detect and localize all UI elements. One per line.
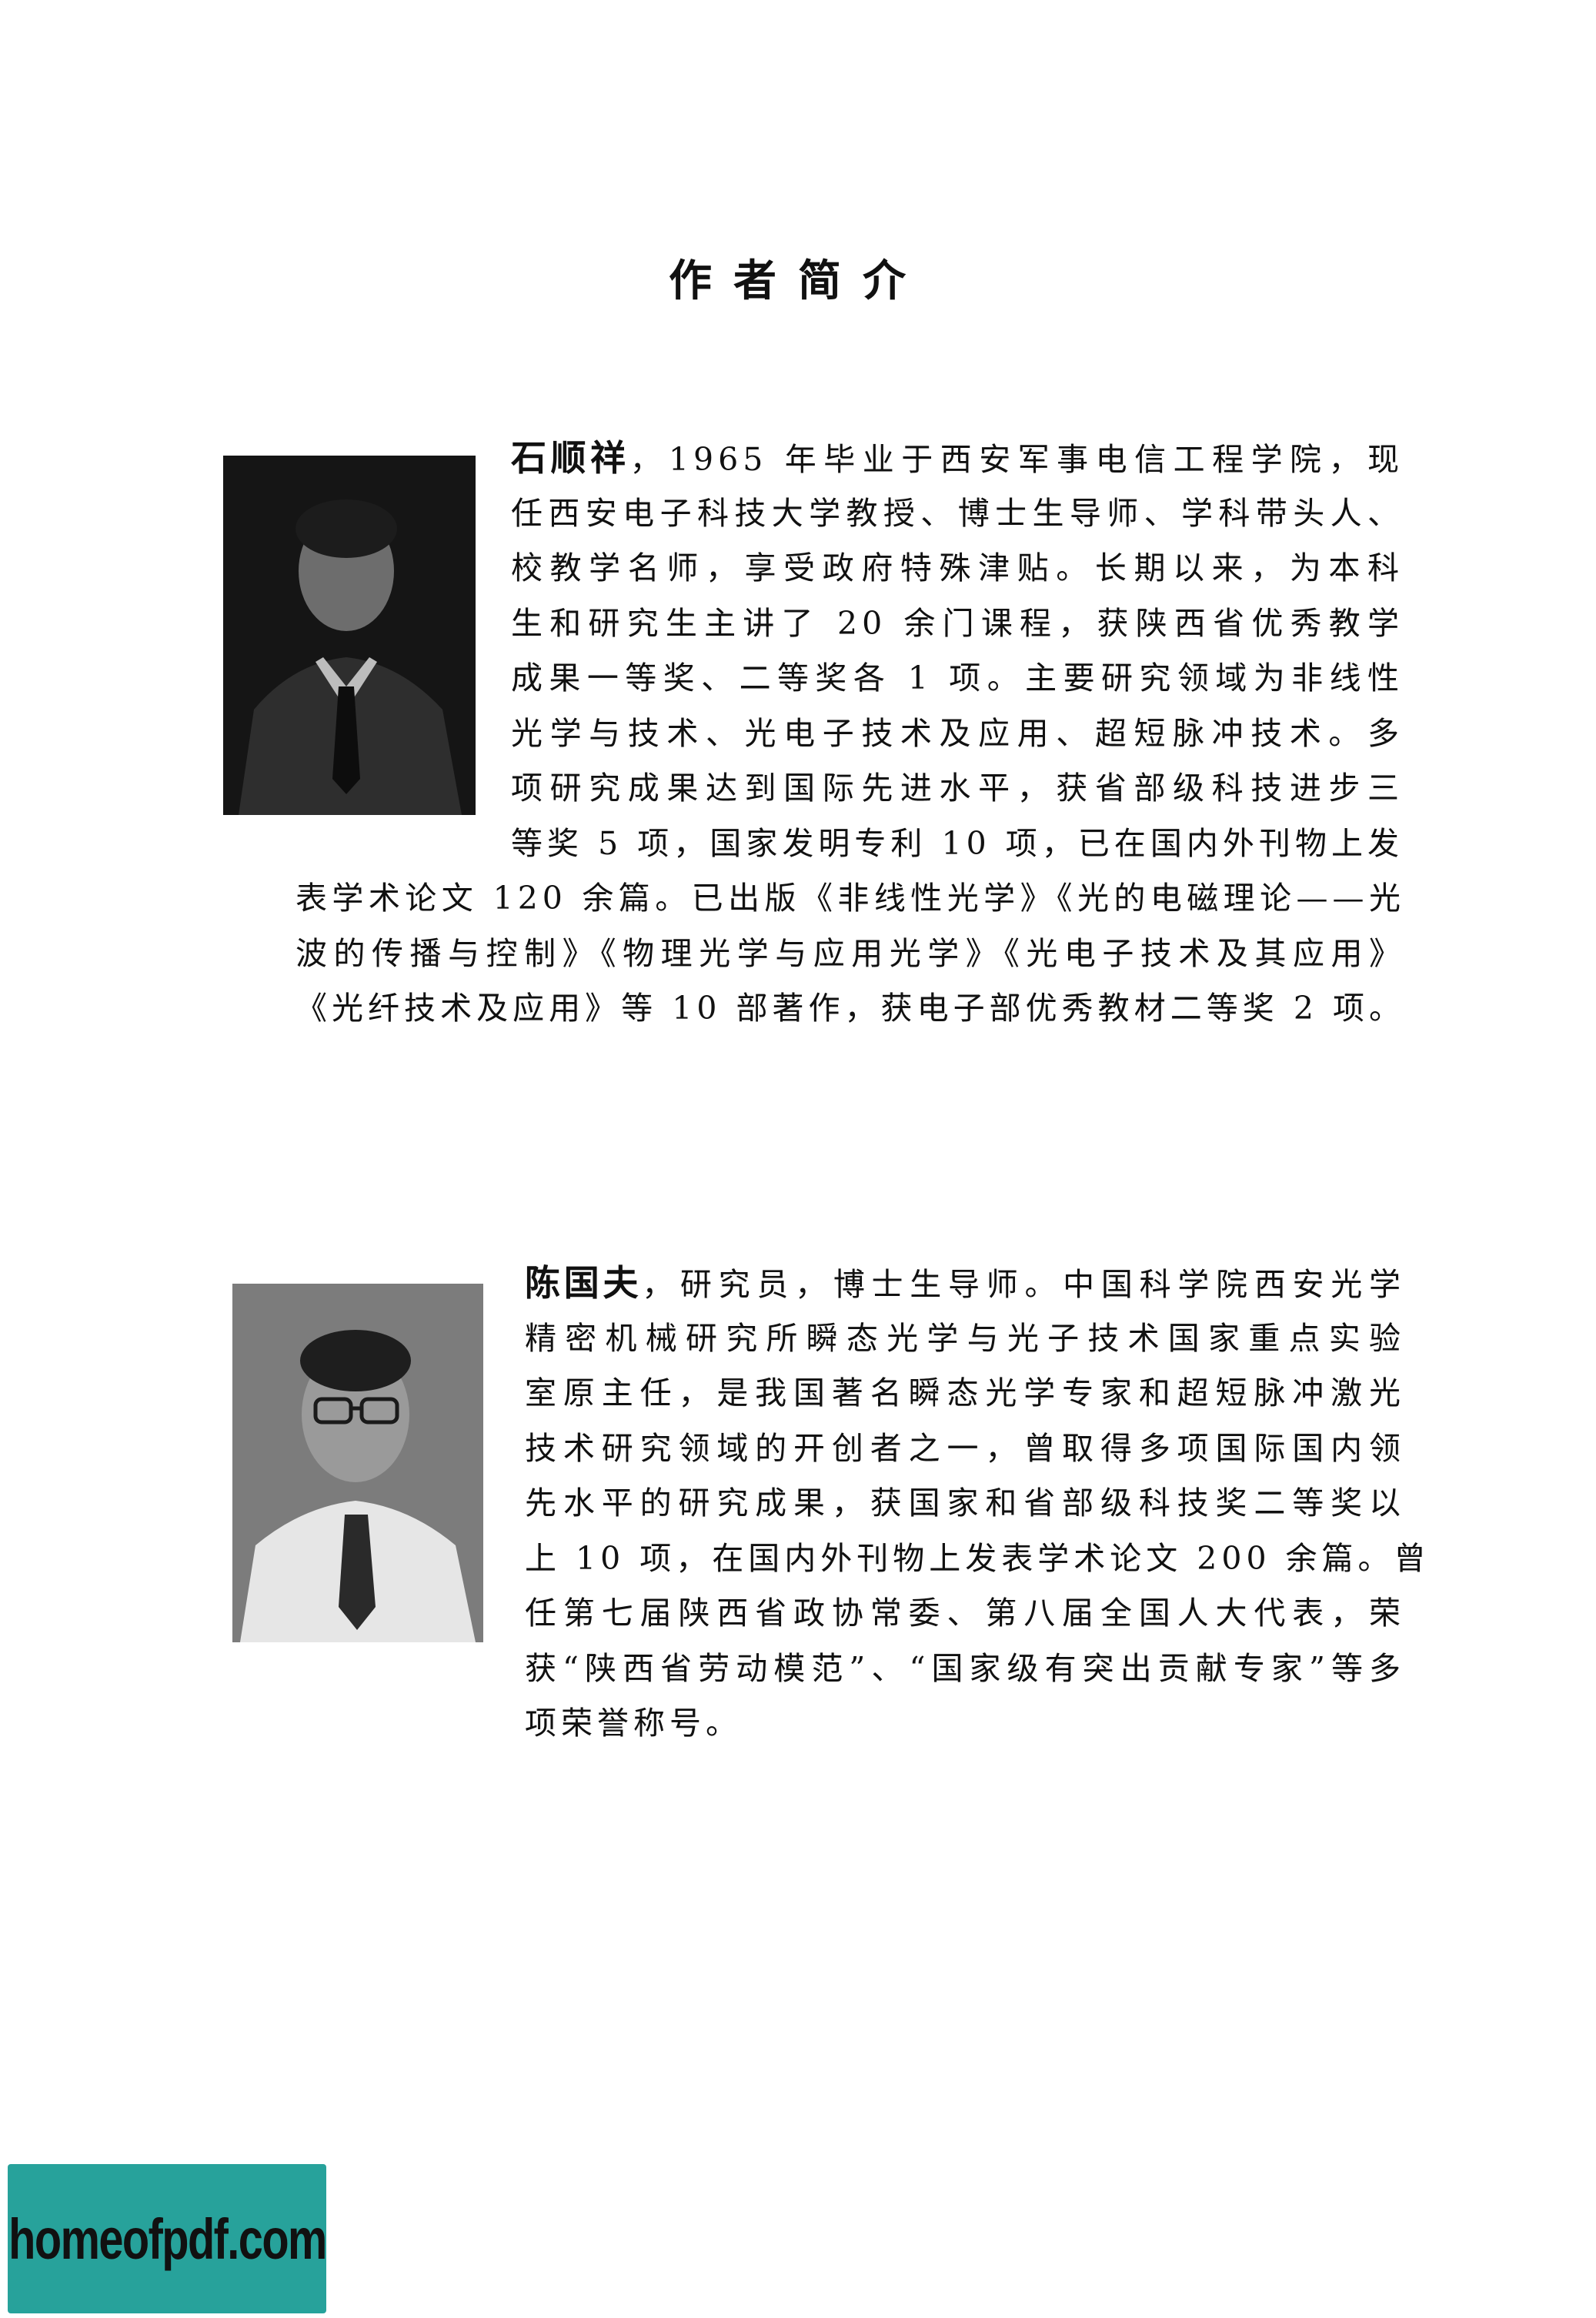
page-title: 作者简介 bbox=[669, 256, 927, 306]
author-1-bio-beside-photo: 石顺祥，1965 年毕业于西安军事电信工程学院，现 任西安电子科技大学教授、博士… bbox=[511, 431, 1404, 871]
author-1-line-1-text: ，1965 年毕业于西安军事电信工程学院，现 bbox=[629, 441, 1404, 478]
author-1-line-3: 校教学名师，享受政府特殊津贴。长期以来，为本科 bbox=[511, 549, 1404, 586]
author-2-line-9: 项荣誉称号。 bbox=[525, 1705, 742, 1742]
author-1-bio-full-width: 表学术论文 120 余篇。已出版《非线性光学》《光的电磁理论——光 波的传播与控… bbox=[295, 871, 1405, 1037]
author-2-line-3: 室原主任，是我国著名瞬态光学专家和超短脉冲激光 bbox=[525, 1374, 1405, 1411]
author-2-line-6: 上 10 项，在国内外刊物上发表学术论文 200 余篇。曾 bbox=[525, 1539, 1431, 1577]
author-1-line-6: 光学与技术、光电子技术及应用、超短脉冲技术。多 bbox=[511, 714, 1404, 752]
author-1-line-1: 石顺祥，1965 年毕业于西安军事电信工程学院，现 bbox=[511, 431, 1404, 486]
author-1-name: 石顺祥 bbox=[511, 437, 630, 479]
watermark-badge: homeofpdf.com bbox=[8, 2164, 327, 2313]
author-1-line-2: 任西安电子科技大学教授、博士生导师、学科带头人、 bbox=[511, 494, 1404, 532]
author-2-line-7: 任第七届陕西省政协常委、第八届全国人大代表，荣 bbox=[525, 1595, 1405, 1632]
watermark-text: homeofpdf.com bbox=[8, 2206, 327, 2271]
author-2-line-1-text: ，研究员，博士生导师。中国科学院西安光学 bbox=[642, 1266, 1406, 1303]
author-2-bio: 陈国夫，研究员，博士生导师。中国科学院西安光学 精密机械研究所瞬态光学与光子技术… bbox=[525, 1256, 1431, 1752]
author-photo-shi-shunxiang bbox=[223, 456, 476, 815]
author-2-line-5: 先水平的研究成果，获国家和省部级科技奖二等奖以 bbox=[525, 1485, 1405, 1521]
author-1-line-4: 生和研究生主讲了 20 余门课程，获陕西省优秀教学 bbox=[511, 604, 1404, 642]
author-1-line-5: 成果一等奖、二等奖各 1 项。主要研究领域为非线性 bbox=[511, 660, 1404, 696]
author-2-line-8: 获“陕西省劳动模范”、“国家级有突出贡献专家”等多 bbox=[525, 1649, 1405, 1687]
author-1-line-9: 表学术论文 120 余篇。已出版《非线性光学》《光的电磁理论——光 bbox=[295, 880, 1405, 917]
author-1-line-7: 项研究成果达到国际先进水平，获省部级科技进步三 bbox=[511, 770, 1404, 807]
author-1-line-8: 等奖 5 项，国家发明专利 10 项，已在国内外刊物上发 bbox=[511, 824, 1404, 862]
author-2-line-4: 技术研究领域的开创者之一，曾取得多项国际国内领 bbox=[525, 1429, 1405, 1467]
portrait-figure-1 bbox=[223, 456, 476, 815]
author-1-line-11: 《光纤技术及应用》等 10 部著作，获电子部优秀教材二等奖 2 项。 bbox=[295, 990, 1405, 1027]
author-2-line-1: 陈国夫，研究员，博士生导师。中国科学院西安光学 bbox=[525, 1256, 1405, 1311]
author-photo-chen-guofu bbox=[232, 1284, 483, 1642]
author-2-name: 陈国夫 bbox=[525, 1262, 643, 1304]
author-1-line-10: 波的传播与控制》《物理光学与应用光学》《光电子技术及其应用》 bbox=[295, 934, 1405, 972]
author-2-line-2: 精密机械研究所瞬态光学与光子技术国家重点实验 bbox=[525, 1319, 1405, 1357]
portrait-figure-2 bbox=[232, 1284, 483, 1642]
